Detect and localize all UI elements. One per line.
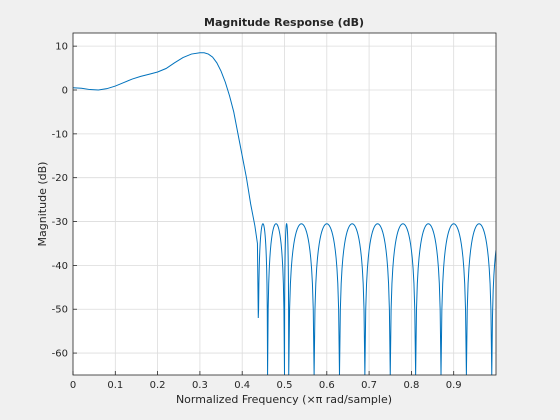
- y-tick-label: -20: [52, 173, 68, 184]
- y-axis-label: Magnitude (dB): [36, 162, 49, 247]
- y-tick-label: -10: [52, 129, 68, 140]
- x-tick-label: 0: [70, 380, 76, 391]
- series-line: [73, 52, 496, 375]
- y-axis: 10 0 -10 -20 -30 -40 -50 -60: [52, 42, 77, 360]
- y-tick-label: 0: [62, 86, 68, 97]
- grid: [72, 33, 496, 375]
- x-tick-label: 0.7: [361, 380, 377, 391]
- chart-title: Magnitude Response (dB): [204, 16, 364, 29]
- x-tick-label: 0.5: [277, 380, 293, 391]
- y-tick-label: -50: [52, 305, 68, 316]
- x-tick-label: 0.9: [446, 380, 462, 391]
- x-tick-label: 0.4: [234, 380, 250, 391]
- y-tick-label: -40: [52, 261, 68, 272]
- plot-border: [72, 32, 497, 376]
- y-tick-label: -30: [52, 217, 68, 228]
- y-tick-label: -60: [52, 349, 68, 360]
- x-tick-label: 0.2: [150, 380, 166, 391]
- x-axis: 0 0.1 0.2 0.3 0.4 0.5 0.6 0.7 0.8 0.9: [70, 371, 462, 391]
- x-tick-label: 0.3: [192, 380, 208, 391]
- x-axis-label: Normalized Frequency (×π rad/sample): [176, 393, 392, 406]
- x-tick-label: 0.1: [107, 380, 123, 391]
- x-tick-label: 0.8: [403, 380, 419, 391]
- y-tick-label: 10: [55, 42, 68, 53]
- x-tick-label: 0.6: [319, 380, 335, 391]
